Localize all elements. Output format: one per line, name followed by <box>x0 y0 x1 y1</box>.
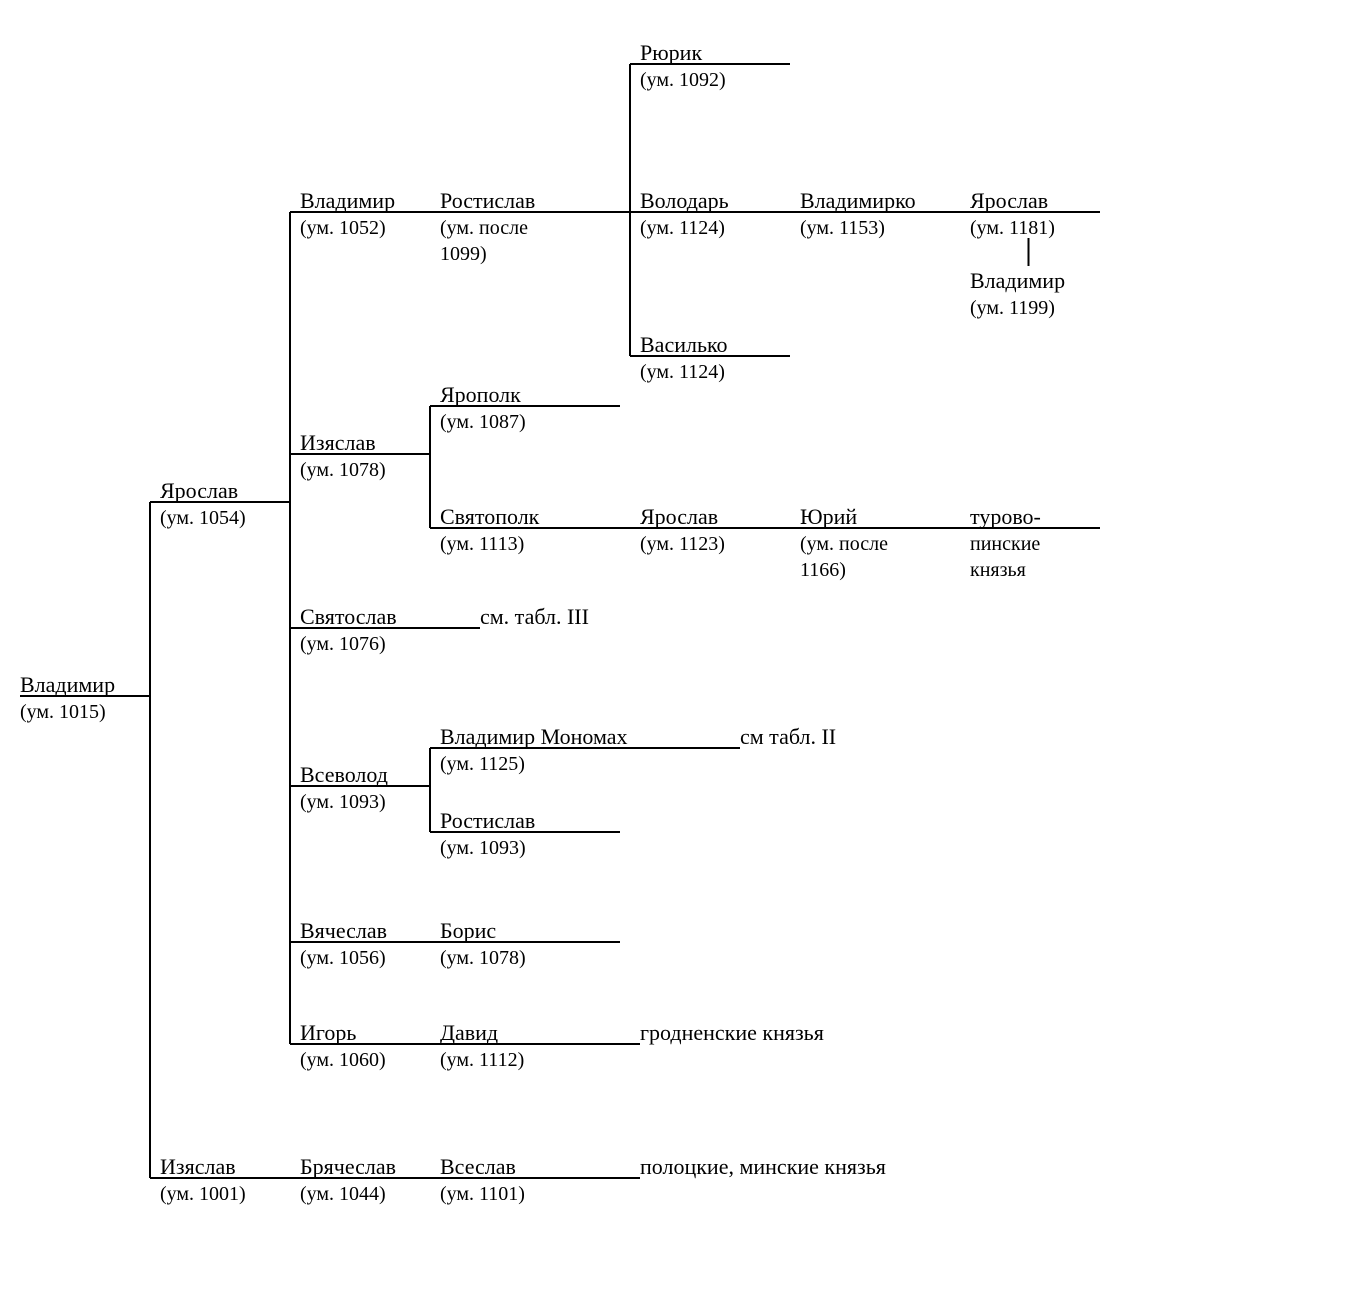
node-sub2: 1166) <box>800 559 846 581</box>
node-name: полоцкие, минские князья <box>640 1154 886 1179</box>
node-sub: (ум. после <box>800 533 888 555</box>
node-name: Владимир <box>300 188 395 213</box>
node-name: Всеслав <box>440 1154 516 1179</box>
node-izyaslav1001: Изяслав (ум. 1001) <box>160 1154 246 1205</box>
node-sub: (ум. 1124) <box>640 217 725 239</box>
node-sub: (ум. 1093) <box>440 837 526 859</box>
node-rostislav1093: Ростислав (ум. 1093) <box>440 808 535 859</box>
node-sub: (ум. после <box>440 217 528 239</box>
node-vladimir1199: Владимир (ум. 1199) <box>970 268 1065 319</box>
node-name: см табл. II <box>740 724 836 749</box>
node-yaroslav1181: Ярослав (ум. 1181) <box>970 188 1055 239</box>
node-vasilko1124: Василько (ум. 1124) <box>640 332 728 383</box>
node-name: Игорь <box>300 1020 356 1045</box>
node-sub: (ум. 1112) <box>440 1049 524 1071</box>
node-turov: турово-пинские князья <box>970 504 1041 581</box>
node-name: Всеволод <box>300 762 388 787</box>
node-vladimir1052: Владимир (ум. 1052) <box>300 188 395 239</box>
node-sub: (ум. 1093) <box>300 791 386 813</box>
node-david1112: Давид (ум. 1112) <box>440 1020 524 1071</box>
node-monomakh: Владимир Мономах (ум. 1125) <box>440 724 627 775</box>
node-rurik1092: Рюрик (ум. 1092) <box>640 40 726 91</box>
node-yaroslav1123: Ярослав (ум. 1123) <box>640 504 725 555</box>
node-sub: (ум. 1113) <box>440 533 524 555</box>
node-sub: (ум. 1078) <box>300 459 386 481</box>
node-igor1060: Игорь (ум. 1060) <box>300 1020 386 1071</box>
node-name: см. табл. III <box>480 604 589 629</box>
node-name: Святополк <box>440 504 540 529</box>
node-sub: (ум. 1124) <box>640 361 725 383</box>
node-sub: (ум. 1076) <box>300 633 386 655</box>
node-sub: (ум. 1101) <box>440 1183 525 1205</box>
node-name: Ярослав <box>970 188 1048 213</box>
node-sub: (ум. 1054) <box>160 507 246 529</box>
node-svyatopolk1113: Святополк (ум. 1113) <box>440 504 540 555</box>
node-sub: (ум. 1181) <box>970 217 1055 239</box>
node-yaropolk1087: Ярополк (ум. 1087) <box>440 382 526 433</box>
node-sub: (ум. 1078) <box>440 947 526 969</box>
genealogy-tree: Владимир (ум. 1015) Ярослав (ум. 1054) Изясл… <box>0 0 1372 1284</box>
node-sub: (ум. 1092) <box>640 69 726 91</box>
node-boris1078: Борис (ум. 1078) <box>440 918 526 969</box>
node-rostislav1099: Ростислав (ум. после 1099) <box>440 188 535 265</box>
node-name: Рюрик <box>640 40 702 65</box>
node-name: Владимир <box>970 268 1065 293</box>
node-name: турово- <box>970 504 1041 529</box>
node-ref_tabl3: см. табл. III <box>480 604 589 629</box>
node-sub: (ум. 1153) <box>800 217 885 239</box>
node-yuri1166: Юрий (ум. после 1166) <box>800 504 888 581</box>
node-vladimir1015: Владимир (ум. 1015) <box>20 672 115 723</box>
node-yaroslav1054: Ярослав (ум. 1054) <box>160 478 246 529</box>
node-sub: (ум. 1015) <box>20 701 106 723</box>
node-name: Ярослав <box>160 478 238 503</box>
node-sub: (ум. 1125) <box>440 753 525 775</box>
node-sub: пинские <box>970 533 1040 555</box>
node-name: гродненские князья <box>640 1020 824 1045</box>
node-svyatoslav1076: Святослав (ум. 1076) <box>300 604 397 655</box>
node-name: Ростислав <box>440 188 535 213</box>
node-sub: (ум. 1199) <box>970 297 1055 319</box>
node-ref_tabl2: см табл. II <box>740 724 836 749</box>
node-sub: (ум. 1060) <box>300 1049 386 1071</box>
node-name: Давид <box>440 1020 498 1045</box>
node-sub: (ум. 1001) <box>160 1183 246 1205</box>
node-name: Ярослав <box>640 504 718 529</box>
node-name: Борис <box>440 918 496 943</box>
node-izyaslav1078: Изяслав (ум. 1078) <box>300 430 386 481</box>
node-vyacheslav1056: Вячеслав (ум. 1056) <box>300 918 387 969</box>
node-bryacheslav1044: Брячеслав (ум. 1044) <box>300 1154 396 1205</box>
node-name: Владимир Мономах <box>440 724 627 749</box>
node-name: Святослав <box>300 604 397 629</box>
node-sub: (ум. 1052) <box>300 217 386 239</box>
node-sub: (ум. 1044) <box>300 1183 386 1205</box>
node-sub2: 1099) <box>440 243 487 265</box>
node-name: Изяслав <box>160 1154 236 1179</box>
node-name: Вячеслав <box>300 918 387 943</box>
node-name: Ростислав <box>440 808 535 833</box>
node-volodar1124: Володарь (ум. 1124) <box>640 188 729 239</box>
node-name: Владимир <box>20 672 115 697</box>
node-vsevolod1093: Всеволод (ум. 1093) <box>300 762 388 813</box>
node-sub: (ум. 1056) <box>300 947 386 969</box>
node-name: Василько <box>640 332 728 357</box>
node-name: Ярополк <box>440 382 521 407</box>
node-name: Володарь <box>640 188 729 213</box>
node-sub2: князья <box>970 559 1026 581</box>
node-vladimirko1153: Владимирко (ум. 1153) <box>800 188 916 239</box>
node-sub: (ум. 1123) <box>640 533 725 555</box>
node-name: Владимирко <box>800 188 916 213</box>
node-sub: (ум. 1087) <box>440 411 526 433</box>
node-polotsk: полоцкие, минские князья <box>640 1154 886 1179</box>
node-name: Брячеслав <box>300 1154 396 1179</box>
node-name: Изяслав <box>300 430 376 455</box>
node-vseslav1101: Всеслав (ум. 1101) <box>440 1154 525 1205</box>
node-grodno: гродненские князья <box>640 1020 824 1045</box>
node-name: Юрий <box>800 504 857 529</box>
